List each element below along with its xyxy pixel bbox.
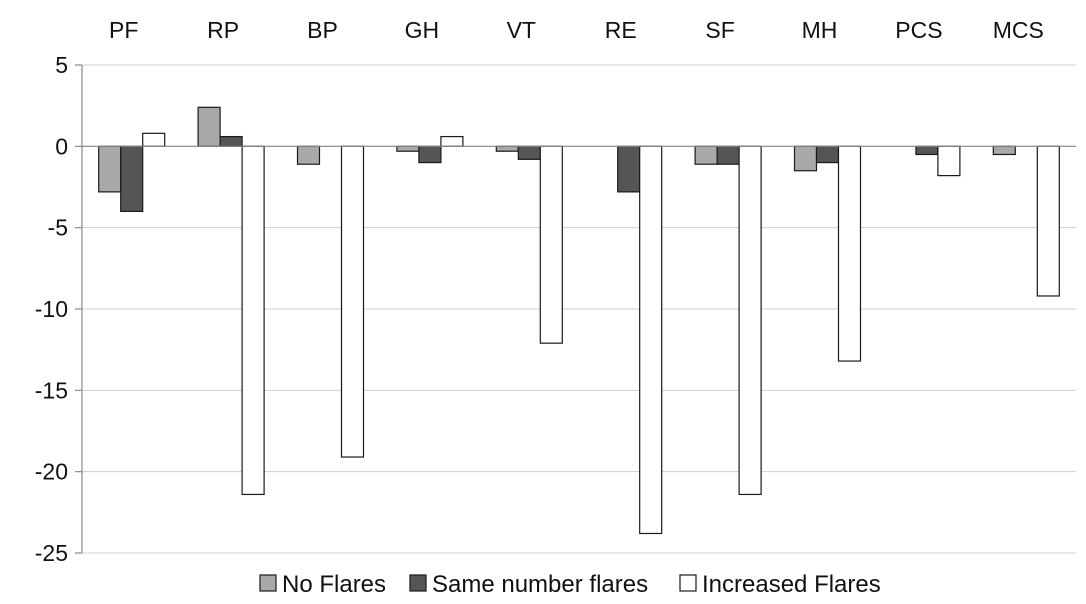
bar-mh-no-flares: [793, 145, 818, 172]
category-label: VT: [507, 17, 536, 43]
legend-label: Same number flares: [432, 571, 648, 598]
category-labels: PF RP BP GH VT RE SF MH PCS MCS: [109, 17, 1044, 43]
bar-pf-increased-flares: [142, 132, 166, 147]
legend-swatch-same-number-flares: [409, 574, 427, 592]
y-tick-label: 0: [55, 133, 68, 159]
category-label: PF: [109, 17, 138, 43]
legend-swatch-no-flares: [259, 574, 277, 592]
legend-label: Increased Flares: [702, 571, 881, 598]
y-tick-label: -25: [35, 540, 68, 566]
bar-mcs-increased-flares: [1036, 145, 1060, 297]
bar-re-same-number-flares: [617, 145, 641, 193]
bar-gh-increased-flares: [440, 135, 464, 147]
bar-pcs-increased-flares: [937, 145, 961, 177]
category-label: SF: [705, 17, 734, 43]
category-label: MH: [802, 17, 838, 43]
y-tick-label: 5: [55, 52, 68, 78]
bar-sf-increased-flares: [738, 145, 762, 496]
category-label: RE: [605, 17, 637, 43]
y-tick-labels: 5 0 -5 -10 -15 -20 -25: [35, 52, 68, 566]
bar-mh-same-number-flares: [815, 145, 840, 164]
y-tick-label: -15: [35, 377, 68, 403]
bar-vt-no-flares: [495, 145, 519, 152]
category-label: MCS: [993, 17, 1044, 43]
bar-gh-same-number-flares: [418, 145, 442, 164]
bar-pcs-same-number-flares: [915, 145, 939, 156]
bar-rp-same-number-flares: [219, 135, 243, 147]
y-tick-label: -10: [35, 296, 68, 322]
bar-vt-increased-flares: [539, 145, 563, 344]
y-tick-label: -20: [35, 459, 68, 485]
axes: [75, 64, 1076, 554]
bar-sf-same-number-flares: [716, 145, 740, 165]
category-label: RP: [207, 17, 239, 43]
bar-gh-no-flares: [396, 145, 420, 152]
category-label: GH: [405, 17, 440, 43]
y-tick-label: -5: [48, 215, 68, 241]
legend: No Flares Same number flares Increased Fla…: [259, 571, 881, 598]
bar-pf-same-number-flares: [120, 145, 144, 212]
bar-vt-same-number-flares: [517, 145, 541, 160]
bar-pf-no-flares: [98, 145, 122, 193]
bar-re-increased-flares: [639, 145, 663, 535]
category-label: PCS: [895, 17, 942, 43]
category-label: BP: [307, 17, 338, 43]
bar-rp-no-flares: [197, 106, 221, 147]
bar-sf-no-flares: [694, 145, 718, 165]
bar-mcs-no-flares: [992, 145, 1016, 156]
bar-bp-increased-flares: [340, 145, 365, 458]
bar-bp-no-flares: [296, 145, 321, 165]
legend-swatch-increased-flares: [679, 574, 697, 592]
bar-mh-increased-flares: [837, 145, 862, 362]
bar-rp-increased-flares: [241, 145, 265, 496]
legend-label: No Flares: [282, 571, 386, 598]
bars: [98, 106, 1060, 535]
